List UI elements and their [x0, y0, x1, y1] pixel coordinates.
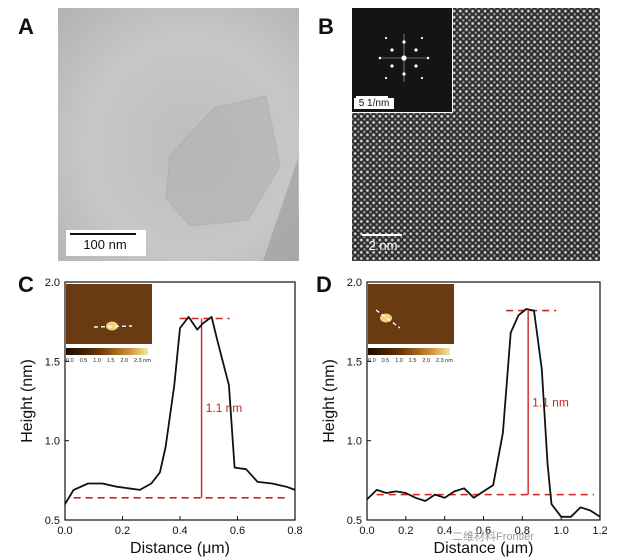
y-tick-label: 1.5 [45, 356, 60, 368]
colorbar-tick-label: 2.0 [120, 358, 128, 364]
height-annotation: 1.1 nm [206, 401, 243, 415]
hrtem-image-b: 5 1/nm 2 nm [352, 8, 600, 261]
colorbar-tick-label: 1.0 [93, 358, 101, 364]
scale-bar-b-label: 2 nm [368, 238, 398, 253]
y-tick-label: 1.0 [347, 436, 362, 448]
colorbar-tick-label: 2.0 [422, 358, 430, 364]
y-tick-label: 0.5 [347, 515, 362, 527]
scale-bar-b-line [362, 234, 402, 236]
x-tick-label: 0.4 [437, 525, 452, 537]
colorbar [66, 348, 148, 355]
x-tick-label: 1.0 [554, 525, 569, 537]
height-profile-line [64, 316, 296, 505]
x-axis-label: Distance (μm) [434, 540, 534, 557]
fft-scale-bar-label: 5 1/nm [354, 98, 394, 109]
y-axis-label: Height (nm) [321, 359, 338, 443]
afm-flake [106, 321, 118, 331]
x-tick-label: 0.6 [476, 525, 491, 537]
afm-profile-chart-d: 0.5 1.0 1.5 2.0 0.0 0.2 0.4 0.6 0.8 1.0 1.2 Distanc… [321, 277, 608, 557]
fft-inset: 5 1/nm [352, 8, 453, 113]
y-axis-label: Height (nm) [19, 359, 36, 443]
colorbar-tick-label: 2.3 nm [134, 358, 151, 364]
y-tick-label: 2.0 [347, 277, 362, 289]
afm-scan-line [375, 309, 401, 329]
tem-image-a: 100 nm [58, 8, 299, 261]
afm-image [368, 284, 454, 344]
watermark: 二维材料Frontier [452, 531, 534, 543]
x-axis-label: Distance (μm) [130, 540, 230, 557]
panel-c-label: C [18, 272, 34, 297]
x-tick-label: 0.2 [398, 525, 413, 537]
x-tick-label: 0.8 [515, 525, 530, 537]
afm-image [66, 284, 152, 344]
scale-bar-a-label: 100 nm [83, 237, 127, 252]
scale-bar-a-line [70, 233, 136, 235]
height-profile-line [366, 308, 601, 518]
height-annotation: 1.1 nm [532, 396, 569, 410]
y-tick-label: 2.0 [45, 277, 60, 289]
colorbar-tick-label: 0.0 [368, 358, 376, 364]
colorbar-tick-label: 0.0 [66, 358, 74, 364]
colorbar-tick-label: 1.5 [107, 358, 115, 364]
x-tick-label: 0.4 [172, 525, 187, 537]
colorbar [368, 348, 450, 355]
tem-flake-shape [165, 95, 299, 261]
x-tick-label: 0.8 [287, 525, 302, 537]
colorbar-tick-label: 1.5 [409, 358, 417, 364]
afm-inset: 0.0 0.5 1.0 1.5 2.0 2.3 nm [66, 284, 152, 364]
fft-pattern [378, 34, 430, 82]
x-tick-label: 0.0 [359, 525, 374, 537]
colorbar-tick-label: 1.0 [395, 358, 403, 364]
x-tick-label: 0.0 [57, 525, 72, 537]
y-tick-label: 1.5 [347, 356, 362, 368]
afm-profile-chart-c: 0.5 1.0 1.5 2.0 0.0 0.2 0.4 0.6 0.8 Distance (μm)… [19, 277, 303, 557]
x-tick-label: 1.2 [592, 525, 607, 537]
fft-scale-bar-line [356, 96, 388, 98]
x-tick-label: 0.2 [115, 525, 130, 537]
y-tick-label: 1.0 [45, 436, 60, 448]
afm-inset: 0.0 0.5 1.0 1.5 2.0 2.3 nm [368, 284, 454, 364]
x-tick-label: 0.6 [230, 525, 245, 537]
colorbar-tick-label: 0.5 [382, 358, 390, 364]
panel-d-label: D [316, 272, 332, 297]
y-tick-label: 0.5 [45, 515, 60, 527]
afm-scan-line [93, 325, 133, 328]
panel-b-label: B [318, 14, 334, 39]
colorbar-tick-label: 2.3 nm [436, 358, 453, 364]
colorbar-tick-label: 0.5 [80, 358, 88, 364]
panel-a-label: A [18, 14, 34, 39]
